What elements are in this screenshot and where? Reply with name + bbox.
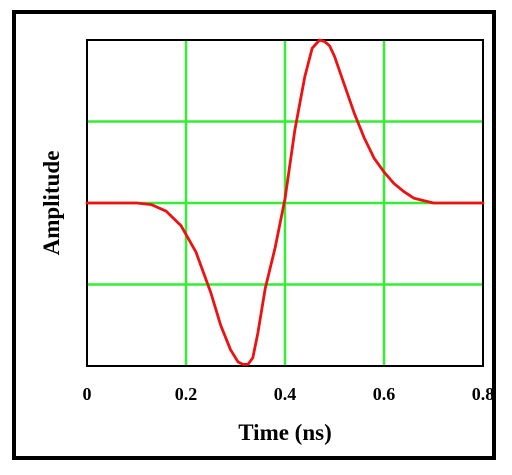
x-tick-labels: 0 0.2 0.4 0.6 0.8 [83, 384, 493, 404]
x-tick-label: 0.4 [274, 384, 297, 404]
series-layer [85, 38, 485, 366]
series-line-0 [85, 38, 485, 366]
x-tick-label: 0.2 [175, 384, 198, 404]
x-tick-label: 0 [83, 384, 92, 404]
x-tick-label: 0.8 [472, 384, 492, 404]
x-axis-title: Time (ns) [238, 420, 332, 445]
y-axis-title: Amplitude [39, 151, 64, 256]
chart-frame: 0 0.2 0.4 0.6 0.8 Time (ns) Amplitude [12, 10, 496, 460]
amplitude-time-chart: 0 0.2 0.4 0.6 0.8 Time (ns) Amplitude [39, 38, 493, 445]
x-tick-label: 0.6 [373, 384, 396, 404]
